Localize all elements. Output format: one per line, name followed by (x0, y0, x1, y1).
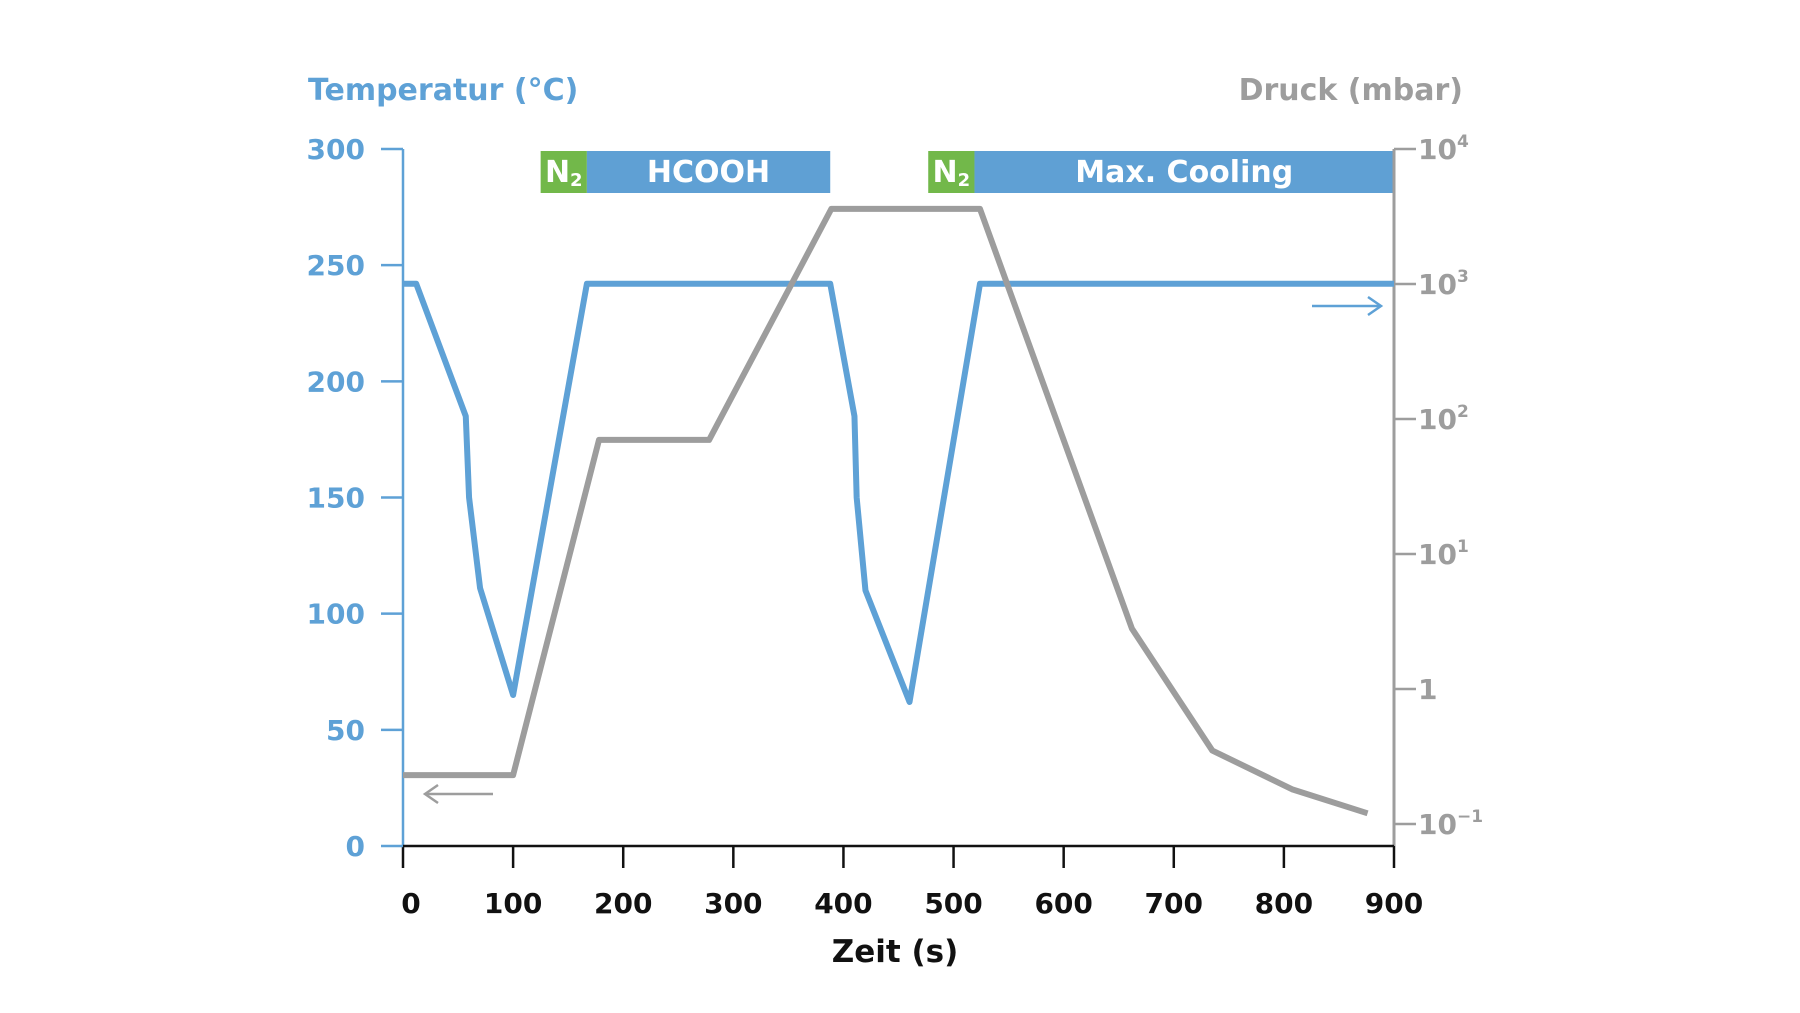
x-axis-title: Zeit (s) (832, 934, 959, 970)
x-tick-label: 800 (1255, 887, 1313, 920)
phase-bar (974, 151, 1394, 193)
phase-bars: N2 HCOOH N2 Max. Cooling (540, 151, 1394, 193)
pressure-line (403, 205, 1369, 817)
y-left-tick-label: 0 (346, 830, 365, 863)
series-lines (403, 205, 1394, 817)
x-tick-label: 600 (1034, 887, 1092, 920)
y-left-tick-label: 50 (326, 714, 365, 747)
x-tick-label: 100 (484, 887, 542, 920)
x-tick-label: 300 (704, 887, 762, 920)
right-axis-title: Druck (mbar) (1239, 73, 1463, 108)
y-left-tick-label: 200 (307, 365, 365, 398)
x-tick-label: 400 (814, 887, 872, 920)
y-left-tick-label: 100 (307, 598, 365, 631)
phase-bar (928, 151, 975, 193)
x-tick-label: 700 (1145, 887, 1203, 920)
y-right-tick-label: 104 (1418, 132, 1469, 166)
arrow-temperature-right-axis (1312, 295, 1384, 317)
x-tick-label: 0 (401, 887, 420, 920)
phase-label: HCOOH (647, 155, 770, 190)
y-right-tick-label: 10−1 (1418, 807, 1483, 841)
left-axis-title: Temperatur (°C) (308, 73, 578, 108)
y-right-tick-label: 101 (1418, 537, 1469, 571)
temperature-line (403, 280, 1394, 705)
arrow-pressure-left-axis (422, 783, 493, 805)
x-tick-label: 900 (1365, 887, 1423, 920)
y-left-tick-label: 250 (307, 249, 365, 282)
x-tick-label: 500 (924, 887, 982, 920)
y-right-tick-label: 102 (1418, 402, 1469, 436)
y-left-tick-label: 300 (307, 133, 365, 166)
phase-bar (540, 151, 587, 193)
y-right-tick-label: 1 (1418, 673, 1437, 706)
phase-label: Max. Cooling (1075, 155, 1293, 190)
x-tick-label: 200 (594, 887, 652, 920)
y-right-tick-label: 103 (1418, 267, 1469, 301)
y-left-tick-label: 150 (307, 482, 365, 515)
phase-bar (586, 151, 831, 193)
axes: 0 100 200 300 400 500 600 700 800 900 0 50 100 150 200… (307, 132, 1484, 920)
